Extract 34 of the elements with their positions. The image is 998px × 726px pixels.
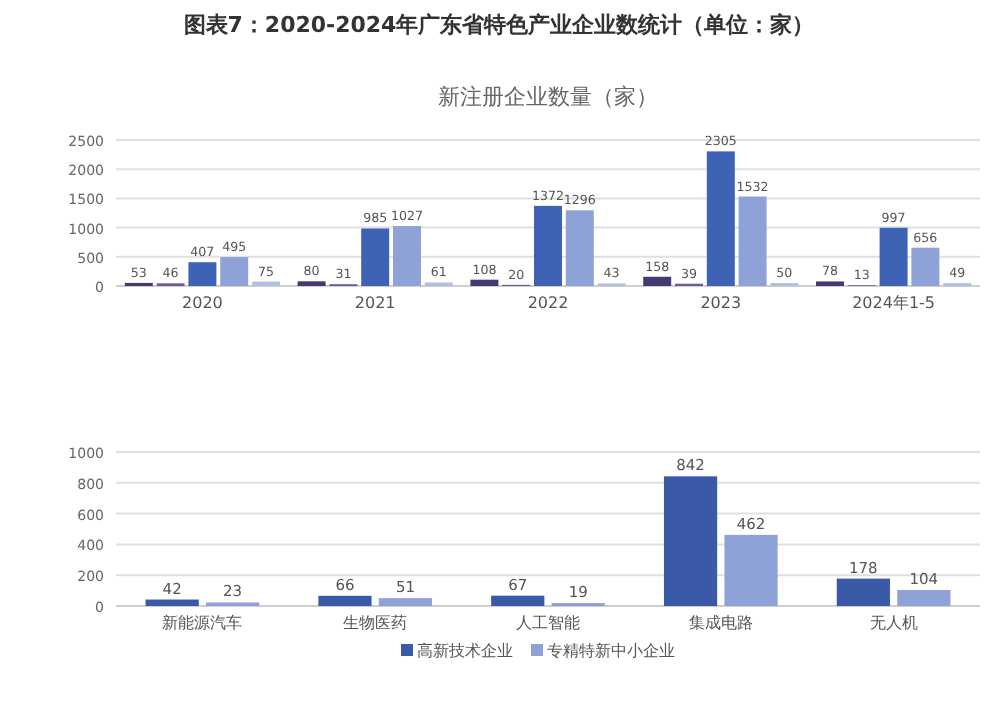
bar	[879, 227, 908, 286]
bar	[188, 262, 217, 286]
bar	[706, 151, 735, 286]
x-tick-label: 2022	[527, 294, 569, 312]
bar	[361, 228, 390, 286]
x-tick-label: 2023	[700, 294, 742, 312]
x-tick-label: 2020	[182, 294, 223, 312]
x-tick-label: 新能源汽车	[162, 614, 243, 632]
legend-label: 专精特新中小企业	[547, 642, 675, 660]
chart-subtitle: 新注册企业数量（家）	[438, 84, 658, 110]
bar	[897, 589, 951, 606]
bar	[318, 595, 372, 606]
bar	[534, 205, 562, 286]
bar	[663, 476, 718, 606]
chart-title: 图表7：2020-2024年广东省特色产业企业数统计（单位：家）	[183, 12, 815, 38]
bar	[491, 595, 545, 606]
x-tick-label: 2024年1-5	[852, 294, 936, 312]
bar	[565, 210, 594, 286]
bar	[836, 578, 890, 606]
bar	[378, 598, 433, 606]
x-tick-label: 2021	[354, 294, 396, 312]
x-tick-label: 人工智能	[516, 614, 580, 632]
bar	[470, 279, 499, 286]
x-tick-label: 生物医药	[343, 614, 408, 632]
legend-label: 高新技术企业	[417, 642, 513, 660]
bar	[145, 599, 199, 606]
bar	[738, 196, 767, 286]
x-tick-label: 集成电路	[688, 614, 753, 632]
bar	[911, 247, 940, 286]
bar	[220, 257, 249, 286]
bar	[393, 226, 421, 286]
x-tick-label: 无人机	[869, 614, 918, 632]
bar	[643, 276, 672, 286]
bar	[724, 534, 778, 606]
